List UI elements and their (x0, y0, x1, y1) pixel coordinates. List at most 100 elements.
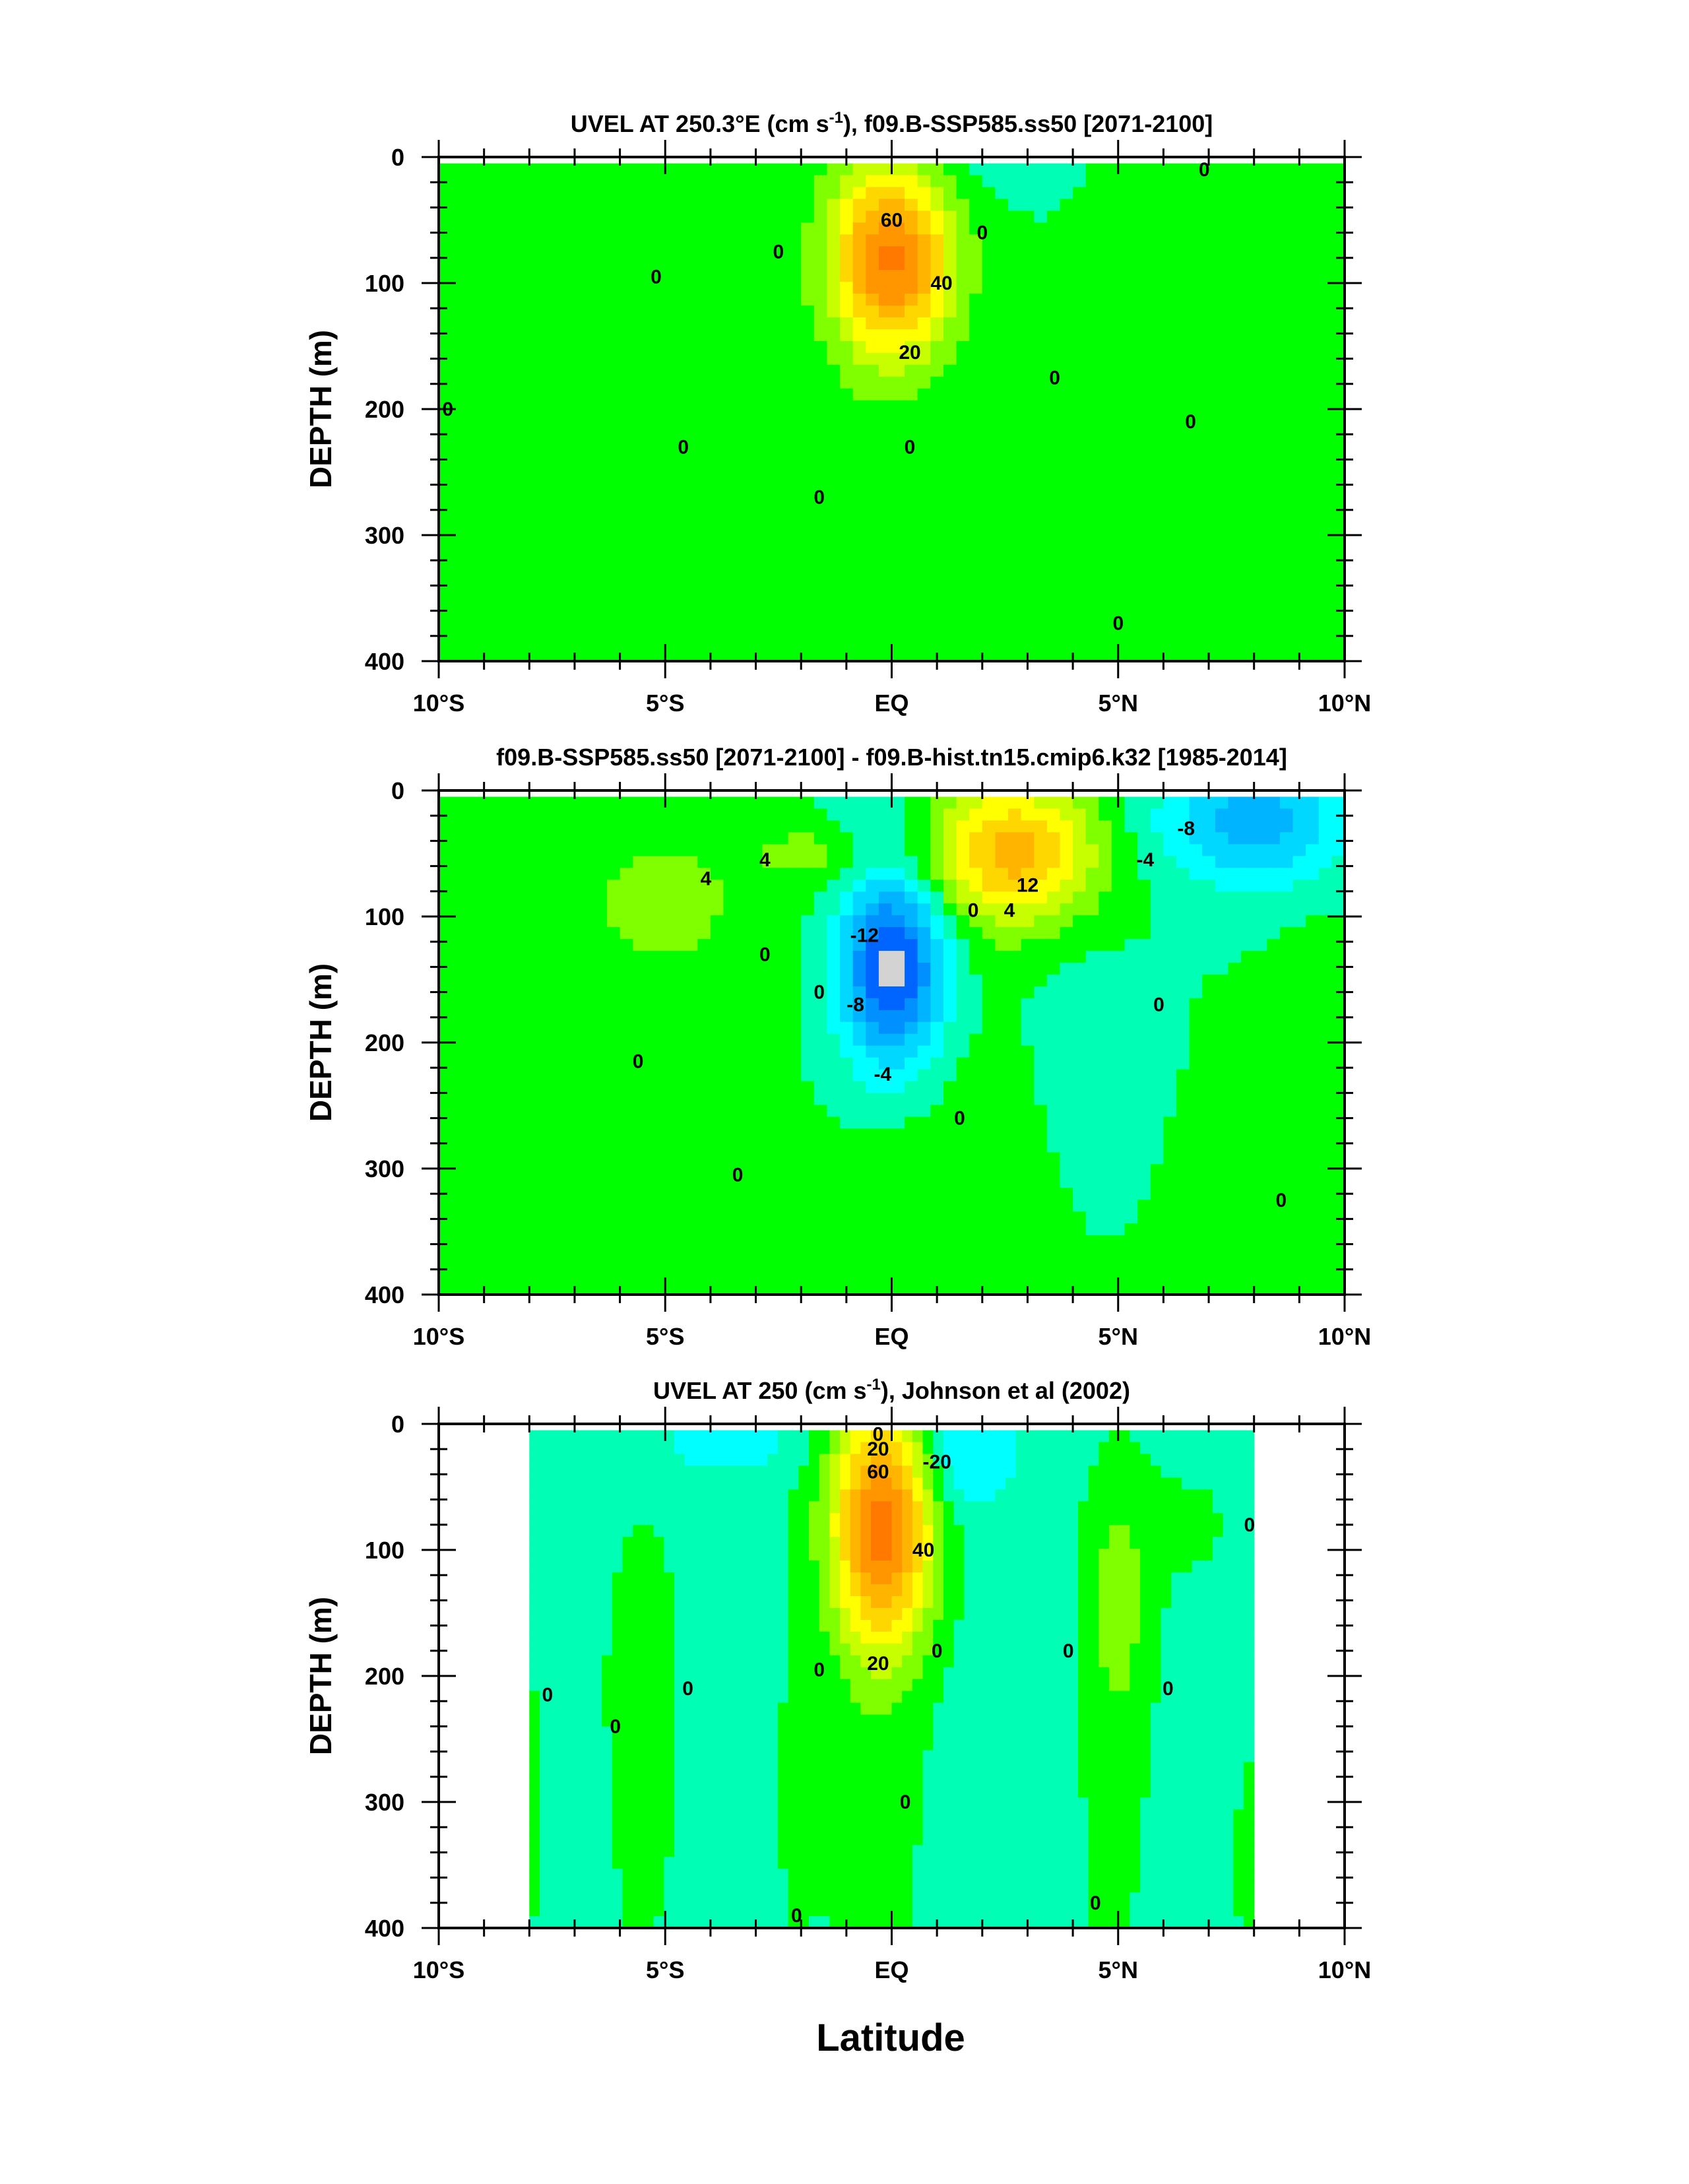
field-cell (1215, 1010, 1229, 1023)
field-cell (1254, 495, 1267, 508)
field-cell (490, 282, 504, 294)
field-cell (1021, 376, 1035, 389)
field-cell (878, 376, 893, 389)
field-cell (568, 305, 582, 318)
field-cell (1060, 519, 1073, 531)
field-cell (1306, 986, 1320, 999)
field-cell (1292, 1033, 1306, 1046)
field-cell (542, 175, 556, 188)
field-cell (1331, 951, 1345, 963)
field-cell (866, 1045, 879, 1058)
field-cell (891, 353, 905, 366)
field-cell (1318, 412, 1332, 425)
field-cell (1124, 376, 1138, 389)
field-cell (1228, 951, 1242, 963)
field-cell (1202, 626, 1216, 638)
field-cell (775, 986, 789, 999)
field-cell (672, 1116, 685, 1130)
field-cell (956, 210, 970, 223)
field-cell (620, 270, 633, 282)
field-cell (451, 435, 465, 449)
field-cell (1267, 435, 1281, 449)
field-cell (1292, 507, 1306, 520)
field-cell (1306, 519, 1320, 531)
field-cell (723, 329, 737, 342)
field-cell (568, 808, 582, 821)
field-cell (1189, 270, 1203, 282)
field-cell (464, 305, 478, 318)
field-cell (1150, 388, 1164, 401)
field-cell (813, 424, 827, 437)
field-cell (788, 471, 802, 484)
field-cell (827, 471, 841, 484)
field-cell (788, 1045, 802, 1058)
field-cell (943, 353, 957, 366)
field-cell (607, 507, 621, 520)
field-cell (607, 566, 621, 579)
field-cell (801, 376, 815, 389)
field-cell (529, 435, 543, 449)
field-cell (1034, 163, 1048, 176)
field-cell (1073, 903, 1087, 916)
field-cell (736, 566, 750, 579)
field-cell (891, 1057, 905, 1070)
field-cell (930, 963, 944, 975)
field-cell (1073, 891, 1087, 904)
field-cell (1241, 530, 1255, 543)
field-cell (1267, 329, 1281, 342)
field-cell (672, 294, 685, 306)
field-cell (775, 1033, 789, 1046)
field-cell (866, 305, 879, 318)
field-cell (516, 1045, 530, 1058)
field-cell (1085, 424, 1099, 437)
field-cell (555, 163, 569, 176)
field-cell (684, 258, 698, 271)
field-cell (451, 1010, 465, 1023)
field-cell (710, 388, 724, 401)
field-cell (464, 447, 478, 461)
field-cell (1202, 939, 1216, 951)
field-cell (1331, 1069, 1345, 1082)
field-cell (529, 1116, 543, 1130)
field-cell (1073, 820, 1087, 833)
field-cell (464, 903, 478, 916)
field-cell (982, 637, 996, 650)
contour-label: 0 (1199, 159, 1210, 181)
field-cell (568, 400, 582, 413)
field-cell (1060, 1045, 1073, 1058)
field-cell (555, 903, 569, 916)
field-cell (529, 471, 543, 484)
field-cell (1254, 649, 1267, 662)
field-cell (1008, 222, 1022, 235)
field-cell (594, 1128, 608, 1141)
field-cell (917, 1093, 931, 1106)
field-cell (866, 424, 879, 437)
field-cell (477, 856, 491, 868)
field-cell (1254, 808, 1267, 821)
field-cell (451, 1033, 465, 1046)
field-cell (1306, 187, 1320, 200)
field-cell (464, 388, 478, 401)
field-cell (982, 234, 996, 247)
field-cell (827, 986, 841, 999)
field-cell (1267, 519, 1281, 531)
field-cell (878, 400, 893, 413)
field-cell (594, 471, 608, 484)
field-cell (516, 234, 530, 247)
field-cell (917, 199, 931, 211)
field-cell (555, 808, 569, 821)
field-cell (1267, 199, 1281, 211)
field-cell (982, 1057, 996, 1070)
field-cell (969, 998, 983, 1011)
field-cell (490, 435, 504, 449)
field-cell (1021, 880, 1035, 892)
field-cell (710, 400, 724, 413)
field-cell (1008, 317, 1022, 330)
field-cell (451, 1116, 465, 1130)
field-cell (490, 1033, 504, 1046)
field-cell (878, 483, 893, 496)
field-cell (1021, 530, 1035, 543)
field-cell (1202, 412, 1216, 425)
field-cell (840, 329, 854, 342)
field-cell (891, 915, 905, 928)
